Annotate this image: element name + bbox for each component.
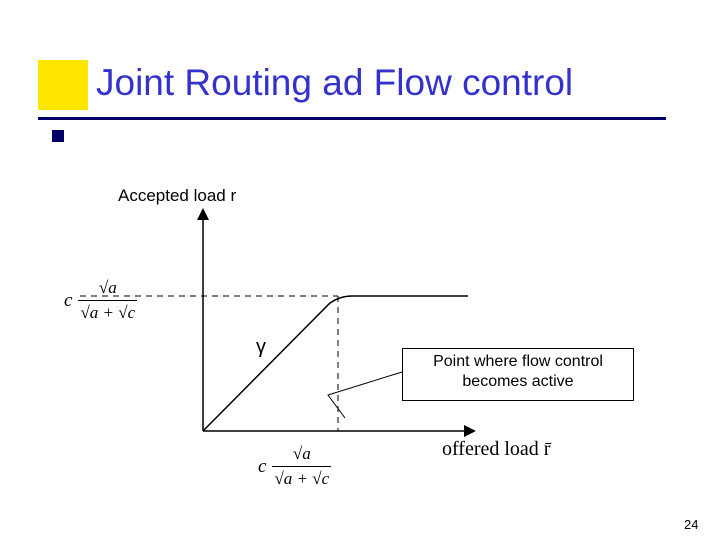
y-formula-c: c <box>64 290 78 312</box>
callout-line2: becomes active <box>403 372 633 392</box>
y-formula-denominator: √a + √c <box>78 301 137 323</box>
y-axis-formula: c √a √a + √c <box>64 278 137 323</box>
callout-box: Point where flow control becomes active <box>402 348 634 401</box>
page-number: 24 <box>684 517 698 532</box>
y-formula-numerator: √a <box>78 278 137 301</box>
chart-svg <box>0 0 720 540</box>
callout-line1: Point where flow control <box>403 352 633 372</box>
slide: Joint Routing ad Flow control Accepted l… <box>0 0 720 540</box>
x-formula-numerator: √a <box>272 444 331 467</box>
x-formula-c: c <box>258 456 272 478</box>
x-formula-denominator: √a + √c <box>272 467 331 489</box>
callout-connector <box>328 372 402 418</box>
x-axis-formula: c √a √a + √c <box>258 444 331 489</box>
